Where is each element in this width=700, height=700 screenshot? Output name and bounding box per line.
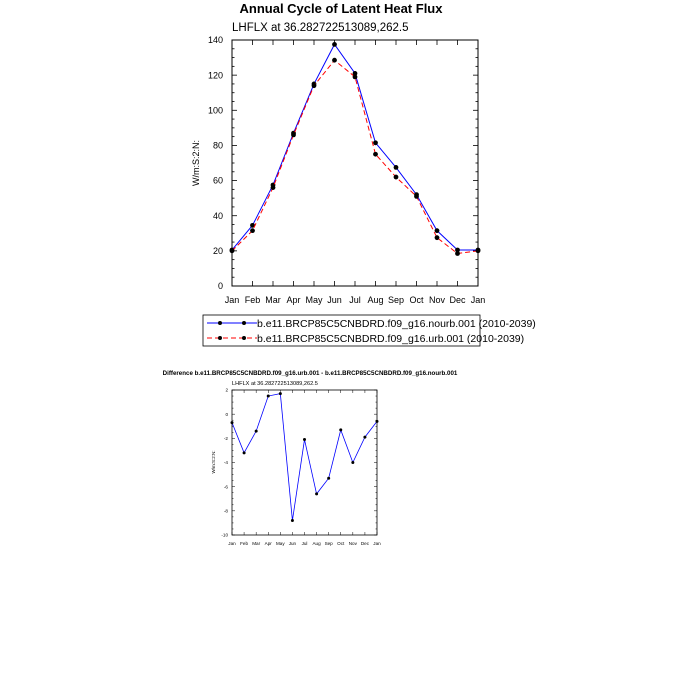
diff-chart-axes: -10 -8 -6 -4 -2 0 2 Jan Feb Mar Apr May Jun Jul Aug Sep… [221,388,381,546]
legend-marker-nourb [218,321,222,325]
diff-chart-subtitle: LHFLX at 36.282722513089,262.5 [232,381,318,387]
diff-chart-frame [231,389,378,536]
main-series-0-point [434,228,440,234]
diff-chart-series [230,392,379,522]
main-xtick-label: Jun [327,295,342,305]
main-series-1-point [311,83,317,89]
legend-marker-urb-2 [242,336,246,340]
main-series-1-point [414,193,419,199]
main-series-0-point [332,41,337,47]
diff-chart: Difference b.e11.BRCP85C5CNBDRD.f09_g16.… [163,370,458,546]
diff-series-0-point [363,435,367,439]
main-xtick-label: Aug [367,295,383,305]
main-chart-title: Annual Cycle of Latent Heat Flux [240,1,444,16]
legend-marker-nourb-2 [242,321,246,325]
diff-series-0-point [254,429,258,433]
diff-series-0-point [327,476,331,480]
legend-marker-urb [218,336,222,340]
main-xtick-label: Jan [471,295,486,305]
diff-xtick-label: Jan [373,541,381,546]
diff-xtick-label: Apr [265,541,273,546]
main-xtick-label: Apr [286,295,300,305]
main-xtick-label: Feb [245,295,261,305]
main-chart-axes: 0 20 40 60 80 100 120 140 Jan Feb Mar Apr May Jun Jul A… [208,35,485,305]
diff-ytick-label: 0 [225,412,228,417]
main-xtick-label: Nov [429,295,446,305]
main-ytick-label: 0 [218,281,223,291]
diff-series-line-0 [231,393,378,521]
main-series-1-point [250,228,255,234]
diff-series-0-point [266,394,270,398]
main-series-0-point [455,247,460,253]
main-ytick-label: 140 [208,35,223,45]
diff-ytick-label: -2 [224,436,229,441]
diff-series-0-point [303,438,306,442]
diff-ytick-label: -8 [224,508,229,513]
diff-xtick-label: Oct [337,541,345,546]
diff-xtick-label: Jan [228,541,236,546]
main-ytick-label: 120 [208,70,223,80]
main-series-0-point [393,164,399,170]
diff-chart-title: Difference b.e11.BRCP85C5CNBDRD.f09_g16.… [163,370,458,377]
main-series-1-point [373,151,378,157]
main-series-1-point [291,132,296,138]
legend-label-nourb: b.e11.BRCP85C5CNBDRD.f09_g16.nourb.001 (… [257,318,536,330]
main-chart-subtitle: LHFLX at 36.282722513089,262.5 [232,22,408,34]
diff-xtick-label: Feb [240,541,248,546]
diff-series-0-point [339,428,343,432]
main-ytick-label: 40 [213,211,223,221]
diff-xtick-label: Aug [312,541,321,546]
diff-xtick-label: May [276,541,285,546]
main-xtick-label: Dec [449,295,466,305]
main-xtick-label: Jan [225,295,240,305]
main-xtick-label: Mar [265,295,281,305]
main-chart-frame [231,39,479,287]
diff-ytick-label: -6 [224,484,229,489]
main-series-1-point [352,74,358,80]
main-series-0-point [250,222,255,228]
diff-xtick-label: Sep [325,541,334,546]
main-xtick-label: Oct [409,295,424,305]
main-ytick-label: 80 [213,141,223,151]
main-series-0-point [373,140,378,146]
main-series-1-point [332,57,337,63]
diff-chart-ylabel: W/m:S:2:N: [211,450,216,473]
diff-ytick-label: -10 [221,533,228,538]
diff-xtick-label: Jul [302,541,308,546]
main-ytick-label: 100 [208,105,223,115]
main-series-1-point [393,174,399,180]
main-chart-series [229,41,481,256]
main-ytick-label: 60 [213,176,223,186]
main-chart: Annual Cycle of Latent Heat Flux LHFLX a… [191,1,485,305]
legend-box [202,314,481,347]
diff-xtick-label: Jun [289,541,297,546]
diff-ytick-label: -4 [224,460,229,465]
legend-label-urb: b.e11.BRCP85C5CNBDRD.f09_g16.urb.001 (20… [257,333,524,345]
main-series-1-point [455,251,460,256]
main-chart-ylabel: W/m:S:2:N: [191,140,201,186]
main-xtick-label: May [305,295,323,305]
main-series-line-1 [231,59,479,255]
diff-xtick-label: Dec [361,541,370,546]
diff-series-0-point [290,519,294,522]
main-series-1-point [434,235,440,241]
diff-xtick-label: Mar [252,541,260,546]
main-chart-legend: b.e11.BRCP85C5CNBDRD.f09_g16.nourb.001 (… [202,314,536,347]
main-series-0-point [352,70,358,76]
main-series-1-point [270,185,276,191]
main-xtick-label: Sep [388,295,404,305]
diff-series-0-point [278,392,282,396]
diff-series-0-point [351,461,355,464]
main-ytick-label: 20 [213,246,223,256]
diff-ytick-label: 2 [225,388,228,393]
diff-series-0-point [315,492,319,496]
diff-series-0-point [242,451,246,455]
main-xtick-label: Jul [349,295,361,305]
diff-xtick-label: Nov [349,541,358,546]
